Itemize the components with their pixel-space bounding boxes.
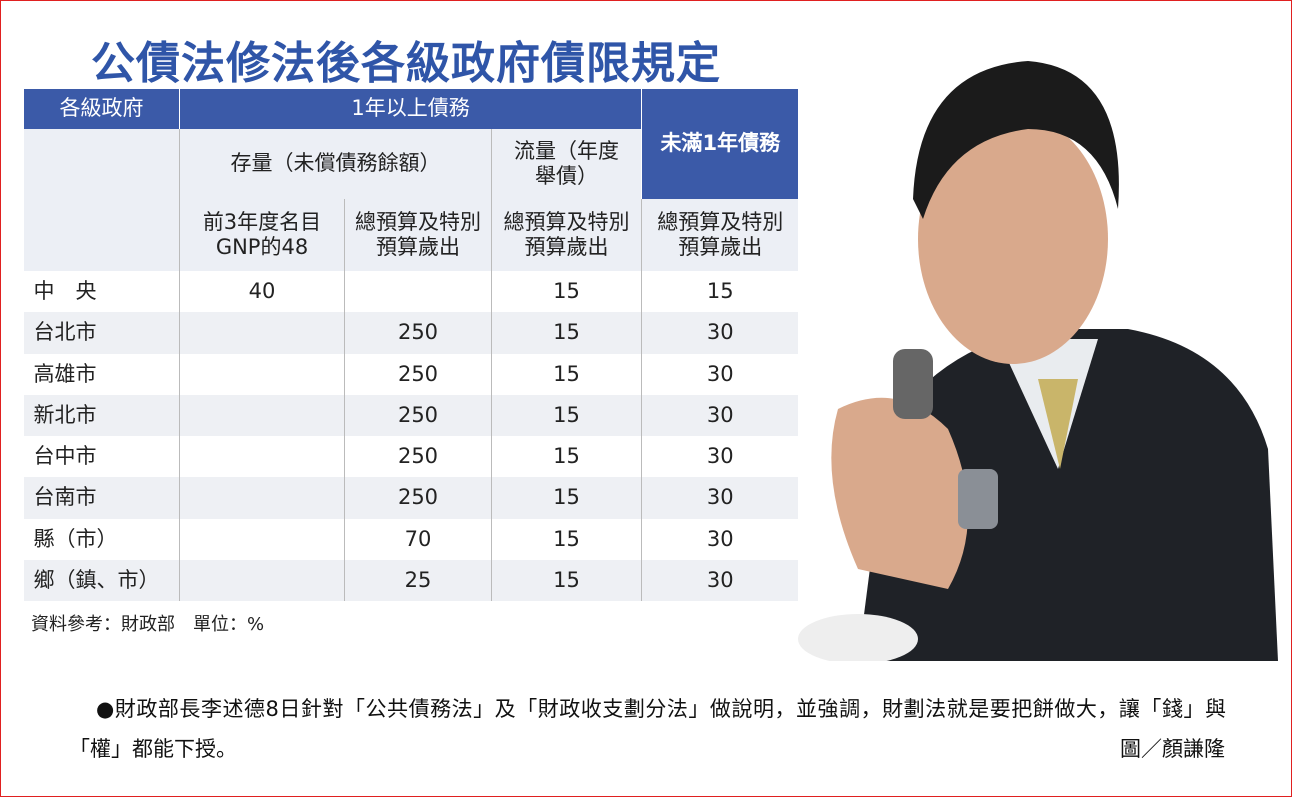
table-row: 縣（市） 70 15 30 — [24, 518, 799, 560]
table-cell: 15 — [490, 353, 642, 395]
title: 公債法修法後各級政府債限規定 — [91, 38, 721, 89]
row-label: 台中市 — [33, 444, 97, 469]
table-cell: 15 — [641, 271, 799, 313]
table-row: 高雄市 250 15 30 — [24, 353, 799, 395]
header-cell: 流量（年度舉債） — [490, 129, 642, 199]
table-cell — [179, 559, 345, 601]
debt-table: 各級政府 1年以上債務 未滿1年債務 存量（未償債務餘額） 流量（年度舉債） 前… — [23, 89, 799, 601]
table-cell: 40 — [179, 271, 345, 313]
table-cell — [179, 436, 345, 478]
table-cell: 250 — [344, 394, 492, 436]
row-label: 縣（市） — [33, 526, 118, 551]
table-row: 台中市 250 15 30 — [24, 436, 799, 478]
table-cell: 25 — [344, 559, 492, 601]
table-cell: 15 — [490, 518, 642, 560]
photo-credit: 圖／顏謙隆 — [1120, 737, 1225, 761]
table-cell: 250 — [344, 312, 492, 354]
header-cell: 未滿1年債務 — [641, 89, 799, 199]
header-cell — [23, 129, 180, 199]
header-cell: 總預算及特別預算歲出 — [641, 199, 799, 271]
table-cell: 250 — [344, 436, 492, 478]
header-cell: 前3年度名目GNP的48 — [179, 199, 345, 271]
table-row: 新北市 250 15 30 — [23, 394, 799, 436]
table-cell: 15 — [490, 436, 642, 478]
table-cell: 15 — [490, 312, 642, 354]
source-note: 資料參考：財政部 單位：% — [31, 614, 265, 635]
row-label: 台北市 — [23, 312, 180, 354]
table-row: 台南市 250 15 30 — [23, 477, 799, 519]
table-cell: 250 — [344, 353, 492, 395]
row-label: 高雄市 — [33, 361, 97, 386]
table-cell — [179, 518, 345, 560]
header-cell — [23, 199, 180, 271]
table-cell: 30 — [641, 559, 799, 601]
table-cell — [179, 394, 345, 436]
table-cell: 30 — [641, 353, 799, 395]
table-cell — [179, 353, 345, 395]
table-cell: 30 — [641, 518, 799, 560]
header-cell: 1年以上債務 — [178, 89, 642, 129]
table-cell — [344, 271, 492, 313]
table-cell: 250 — [344, 477, 492, 519]
table-cell: 15 — [490, 477, 642, 519]
row-label: 台南市 — [23, 477, 180, 519]
photo — [798, 49, 1278, 661]
table-cell: 30 — [641, 477, 799, 519]
table-row: 鄉（鎮、市） 25 15 30 — [23, 559, 799, 601]
header-cell: 總預算及特別預算歲出 — [344, 199, 492, 271]
table-cell — [179, 312, 345, 354]
table-cell — [179, 477, 345, 519]
table-row: 台北市 250 15 30 — [23, 312, 799, 354]
table-cell: 30 — [641, 312, 799, 354]
header-cell: 各級政府 — [23, 89, 180, 129]
table-row: 中 央 40 15 15 — [24, 271, 799, 313]
table-cell: 15 — [490, 394, 642, 436]
row-label: 中 央 — [33, 279, 97, 304]
table-cell: 70 — [344, 518, 492, 560]
row-label: 新北市 — [23, 394, 180, 436]
row-label: 鄉（鎮、市） — [23, 559, 180, 601]
header-cell: 存量（未償債務餘額） — [179, 129, 492, 199]
table-cell: 30 — [641, 394, 799, 436]
table-cell: 15 — [490, 559, 642, 601]
caption: ●財政部長李述德8日針對「公共債務法」及「財政收支劃分法」做說明，並強調，財劃法… — [69, 697, 1226, 761]
table-cell: 30 — [641, 436, 799, 478]
header-cell: 總預算及特別預算歲出 — [490, 199, 642, 271]
table-cell: 15 — [490, 271, 642, 313]
